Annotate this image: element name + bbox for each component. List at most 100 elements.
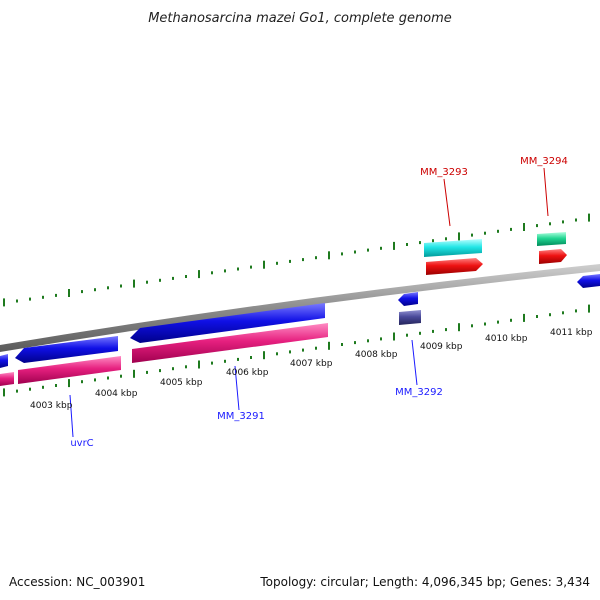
- scale-tick: [263, 260, 265, 269]
- scale-tick: [94, 288, 96, 292]
- gene-magenta-uvrC[interactable]: [18, 356, 121, 384]
- scale-tick: [419, 241, 421, 245]
- summary-text: Topology: circular; Length: 4,096,345 bp…: [259, 575, 590, 589]
- scale-tick: [471, 324, 473, 328]
- scale-tick: [120, 284, 122, 288]
- scale-tick: [211, 361, 213, 365]
- gene-label-MM_3292[interactable]: MM_3292: [395, 387, 443, 398]
- scale-label: 4010 kbp: [485, 334, 528, 344]
- scale-tick: [172, 367, 174, 371]
- scale-tick: [146, 280, 148, 284]
- scale-tick: [419, 331, 421, 335]
- scale-tick: [29, 297, 31, 301]
- scale-tick: [198, 270, 200, 279]
- scale-tick: [354, 250, 356, 254]
- scale-tick: [68, 289, 70, 297]
- scale-tick: [575, 218, 577, 222]
- scale-tick: [367, 248, 369, 252]
- scale-tick: [302, 348, 304, 352]
- gene-MM_3291-blue[interactable]: [130, 303, 325, 343]
- scale-tick: [276, 352, 278, 356]
- scale-tick: [107, 286, 109, 290]
- scale-tick: [68, 379, 70, 388]
- gene-uvrC-blue-large[interactable]: [15, 336, 118, 363]
- gene-magenta-MM_3291[interactable]: [132, 323, 328, 363]
- accession-text: Accession: NC_003901: [9, 575, 145, 589]
- scale-tick: [575, 309, 577, 313]
- scale-tick: [315, 256, 317, 260]
- scale-tick: [562, 311, 564, 315]
- scale-tick: [471, 233, 473, 237]
- scale-tick: [16, 299, 18, 303]
- scale-label: 4006 kbp: [226, 368, 269, 378]
- scale-tick: [549, 222, 551, 226]
- scale-label: 4009 kbp: [420, 342, 463, 352]
- scale-tick: [133, 279, 135, 288]
- scale-tick: [536, 224, 538, 228]
- gene-MM_3294-green[interactable]: [537, 232, 566, 246]
- scale-tick: [393, 332, 395, 341]
- leader-uvrC: [69, 394, 74, 438]
- scale-tick: [198, 360, 200, 369]
- gene-label-MM_3294[interactable]: MM_3294: [520, 156, 568, 167]
- scale-tick: [484, 231, 486, 235]
- scale-tick: [549, 313, 551, 317]
- gene-label-MM_3293[interactable]: MM_3293: [420, 167, 468, 178]
- scale-tick: [588, 304, 590, 313]
- scale-tick: [120, 374, 122, 378]
- scale-tick: [3, 388, 5, 397]
- gene-features: [0, 232, 600, 386]
- scale-tick: [302, 258, 304, 262]
- scale-label: 4003 kbp: [30, 401, 73, 411]
- leader-MM_3293: [443, 178, 451, 227]
- scale-label: 4011 kbp: [550, 328, 593, 338]
- gene-label-MM_3291[interactable]: MM_3291: [217, 411, 265, 422]
- gene-labels: uvrC MM_3291 MM_3292 MM_3293 MM_3294: [70, 156, 568, 449]
- scale-tick: [289, 350, 291, 354]
- scale-tick: [510, 227, 512, 231]
- scale-ticks: [3, 213, 590, 397]
- scale-tick: [276, 261, 278, 265]
- scale-tick: [133, 369, 135, 378]
- gene-magenta-left[interactable]: [0, 372, 14, 386]
- scale-tick: [224, 359, 226, 363]
- scale-tick: [484, 322, 486, 326]
- scale-label: 4005 kbp: [160, 378, 203, 388]
- scale-tick: [16, 389, 18, 393]
- scale-tick: [263, 351, 265, 360]
- scale-tick: [341, 343, 343, 346]
- scale-tick: [3, 298, 5, 307]
- scale-tick: [588, 213, 590, 222]
- scale-label: 4008 kbp: [355, 350, 398, 360]
- gene-MM_3294-red[interactable]: [539, 249, 567, 264]
- scale-tick: [406, 243, 408, 246]
- scale-tick: [250, 356, 252, 359]
- scale-tick: [172, 276, 174, 280]
- scale-tick: [341, 252, 343, 256]
- scale-label: 4004 kbp: [95, 389, 138, 399]
- gene-uvrC-blue[interactable]: [0, 354, 8, 368]
- gene-MM_3293-red[interactable]: [426, 258, 483, 275]
- gene-MM_3293-cyan[interactable]: [424, 239, 482, 257]
- scale-tick: [328, 251, 330, 260]
- scale-tick: [55, 384, 57, 387]
- scale-tick: [328, 341, 330, 350]
- scale-tick: [367, 339, 369, 343]
- scale-label: 4007 kbp: [290, 359, 333, 369]
- scale-tick: [42, 295, 44, 299]
- scale-tick: [497, 229, 499, 233]
- scale-tick: [211, 271, 213, 275]
- gene-MM_3292-blue[interactable]: [398, 292, 418, 306]
- gene-MM_3292-slate[interactable]: [399, 310, 421, 325]
- leader-MM_3291: [234, 365, 240, 411]
- scale-tick: [146, 370, 148, 374]
- scale-tick: [393, 241, 395, 250]
- gene-right-edge-blue[interactable]: [577, 274, 600, 288]
- gene-label-uvrC[interactable]: uvrC: [70, 438, 93, 449]
- scale-tick: [237, 357, 239, 361]
- leader-MM_3294: [543, 167, 549, 217]
- scale-tick: [159, 278, 161, 282]
- scale-tick: [510, 318, 512, 322]
- scale-tick: [159, 369, 161, 373]
